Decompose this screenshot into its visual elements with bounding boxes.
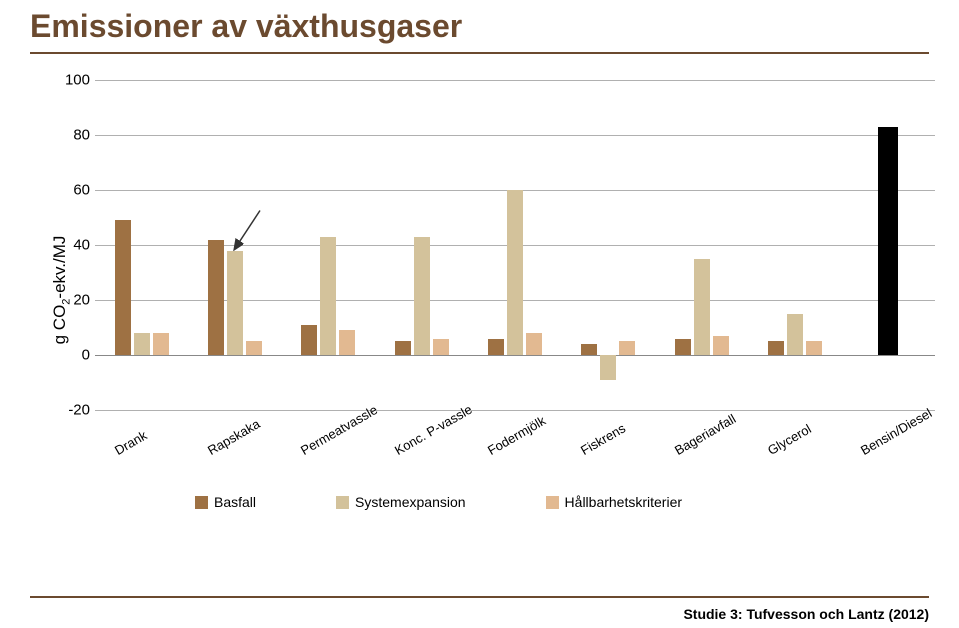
bar (433, 339, 449, 356)
ytick-label: 40 (55, 237, 90, 254)
bar (675, 339, 691, 356)
ytick-label: 60 (55, 182, 90, 199)
bar (301, 325, 317, 355)
bar (153, 333, 169, 355)
category-label: Glycerol (765, 421, 814, 458)
ytick-label: -20 (55, 402, 90, 419)
ytick-label: 100 (55, 72, 90, 89)
category-label: Fodermjölk (485, 413, 548, 458)
bar (694, 259, 710, 355)
baseline (95, 355, 935, 356)
bar (581, 344, 597, 355)
bar (806, 341, 822, 355)
ytick-label: 0 (55, 347, 90, 364)
ytick-label: 80 (55, 127, 90, 144)
gridline (95, 410, 935, 411)
bar (488, 339, 504, 356)
page-title: Emissioner av växthusgaser (30, 8, 462, 45)
bar (787, 314, 803, 355)
category-label: Fiskrens (578, 420, 628, 458)
category-label: Bensin/Diesel (858, 405, 934, 458)
bar (339, 330, 355, 355)
bar (208, 240, 224, 356)
bar (134, 333, 150, 355)
bar (600, 355, 616, 380)
gridline (95, 80, 935, 81)
footer-rule (30, 596, 929, 598)
legend-swatch (195, 496, 208, 509)
footer: Studie 3: Tufvesson och Lantz (2012) (683, 606, 929, 622)
legend-label: Basfall (214, 494, 256, 510)
plot-area: -20020406080100DrankRapskakaPermeatvassl… (95, 80, 935, 410)
category-label: Rapskaka (205, 416, 263, 458)
bar (395, 341, 411, 355)
bar (115, 220, 131, 355)
bar (507, 190, 523, 355)
bar (768, 341, 784, 355)
legend-item: Basfall (195, 494, 256, 510)
bar (619, 341, 635, 355)
bar (227, 251, 243, 356)
legend-item: Hållbarhetskriterier (546, 494, 682, 510)
legend-label: Systemexpansion (355, 494, 466, 510)
category-label: Drank (112, 428, 150, 458)
category-label: Bageriavfall (672, 411, 738, 458)
gridline (95, 135, 935, 136)
bar (526, 333, 542, 355)
legend-swatch (546, 496, 559, 509)
reference-bar (878, 127, 898, 355)
title-rule (30, 52, 929, 54)
legend: Basfall Systemexpansion Hållbarhetskriteri… (195, 494, 935, 510)
bar (713, 336, 729, 355)
legend-swatch (336, 496, 349, 509)
ytick-label: 20 (55, 292, 90, 309)
bar (320, 237, 336, 355)
bar (246, 341, 262, 355)
legend-label: Hållbarhetskriterier (565, 494, 682, 510)
legend-item: Systemexpansion (336, 494, 466, 510)
bar (414, 237, 430, 355)
emissions-chart: g CO2-ekv./MJ -20020406080100DrankRapska… (65, 80, 935, 500)
